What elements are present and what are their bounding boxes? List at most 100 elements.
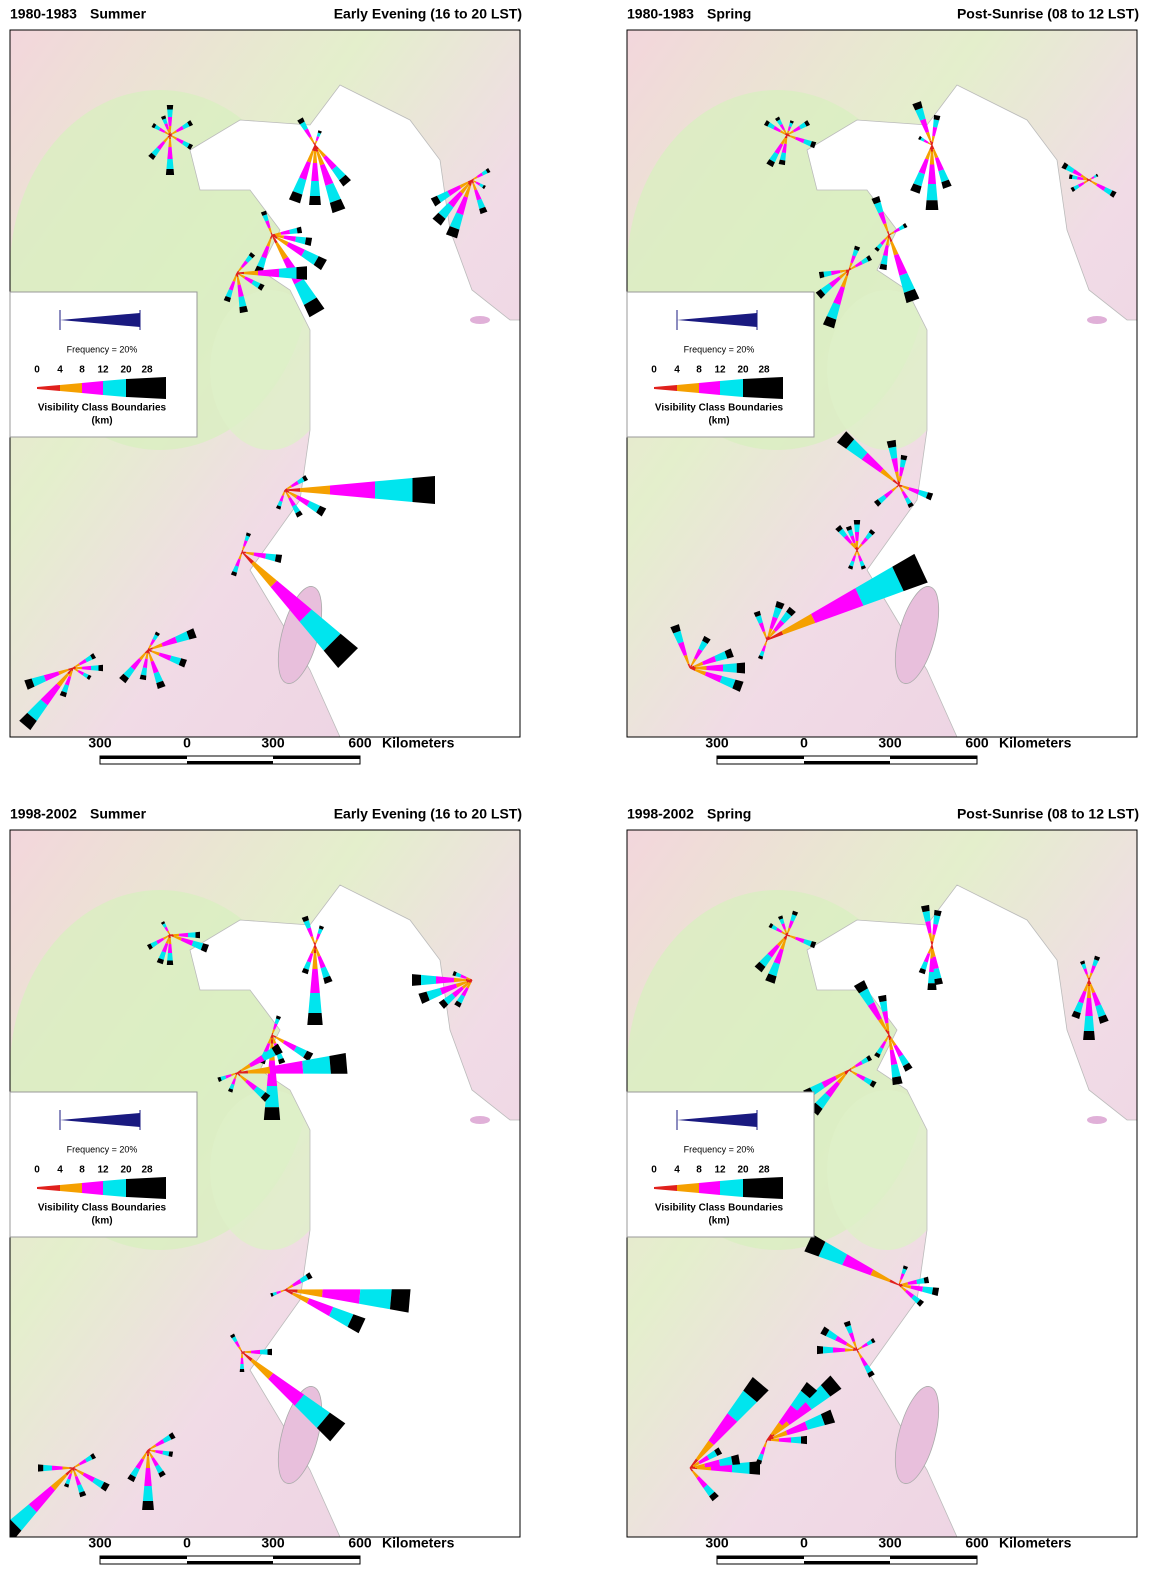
class-tick: 28 [141, 365, 153, 376]
legend-title: Visibility Class Boundaries [38, 1203, 167, 1214]
rose-spoke [268, 1349, 273, 1355]
scale-tick: 0 [183, 735, 191, 751]
rose-spoke [927, 184, 938, 200]
class-swatch [82, 1181, 103, 1195]
scale-seg [100, 1556, 187, 1559]
legend-unit: (km) [91, 1216, 112, 1227]
class-tick: 0 [34, 1165, 40, 1176]
scale-tick: 300 [88, 735, 112, 751]
rose-spoke [310, 181, 320, 196]
legend-frequency: Frequency = 20% [67, 1144, 138, 1154]
scale-seg [273, 1556, 360, 1559]
panel-period: 1998-2002 [10, 806, 77, 822]
legend: Frequency = 20%048122028Visibility Class… [10, 1092, 197, 1237]
class-tick: 4 [57, 365, 63, 376]
scale-tick: 600 [348, 735, 372, 751]
scale-seg [890, 1556, 977, 1559]
panel-season: Summer [90, 806, 147, 822]
scale-tick: 300 [705, 735, 729, 751]
rose-spoke [823, 1346, 833, 1353]
rose-spoke [241, 1354, 243, 1358]
rose-spoke [1083, 1031, 1095, 1040]
rose-spoke [142, 1501, 154, 1510]
rose-spoke [412, 974, 421, 986]
class-tick: 28 [758, 365, 770, 376]
rose-spoke [329, 1053, 347, 1074]
class-tick: 12 [97, 1165, 109, 1176]
scale-unit: Kilometers [999, 1535, 1072, 1551]
class-tick: 4 [674, 1165, 680, 1176]
rose-spoke [43, 1465, 52, 1471]
island [470, 1116, 490, 1124]
panel: 1980-1983SummerEarly Evening (16 to 20 L… [10, 6, 522, 764]
rose-spoke [421, 975, 436, 985]
rose-spoke [390, 1289, 411, 1312]
scale-seg [890, 756, 977, 759]
rose-spoke [413, 476, 436, 504]
class-tick: 8 [79, 1165, 85, 1176]
scale-seg [717, 1556, 804, 1559]
legend-title: Visibility Class Boundaries [38, 403, 167, 414]
rose-spoke [38, 1464, 43, 1471]
legend-unit: (km) [708, 1216, 729, 1227]
class-swatch [126, 1177, 166, 1199]
rose-spoke [241, 1352, 242, 1354]
panel: 1980-1983 Spring Post-Sunrise (08 to 12 LS… [627, 6, 1139, 764]
panel-time: Early Evening (16 to 20 LST) [334, 806, 522, 822]
panel-period: 1980-1983 [627, 6, 694, 22]
panel-season: Summer [90, 6, 147, 22]
scale-tick: 600 [965, 1535, 989, 1551]
rose-spoke [723, 663, 737, 672]
scale-tick: 300 [261, 1535, 285, 1551]
class-tick: 12 [714, 1165, 726, 1176]
island [1087, 316, 1107, 324]
class-tick: 0 [651, 365, 657, 376]
scale-tick: 300 [878, 735, 902, 751]
class-tick: 20 [120, 1165, 132, 1176]
panel-time: Post-Sunrise (08 to 12 LST) [957, 806, 1139, 822]
legend-frequency: Frequency = 20% [67, 344, 138, 354]
legend-frequency: Frequency = 20% [684, 1144, 755, 1154]
rose-spoke [166, 169, 174, 175]
rose-spoke [817, 1346, 823, 1354]
rose-spoke [196, 932, 201, 938]
panel-season: Spring [707, 6, 751, 22]
scale-seg [187, 761, 273, 764]
rose-spoke [240, 1364, 244, 1369]
scale-tick: 600 [348, 1535, 372, 1551]
legend: Frequency = 20%048122028Visibility Class… [627, 1092, 814, 1237]
scale-unit: Kilometers [382, 1535, 455, 1551]
rose-spoke [307, 1013, 322, 1025]
class-swatch [103, 379, 126, 397]
class-tick: 4 [57, 1165, 63, 1176]
class-swatch [743, 1177, 783, 1199]
rose-spoke [240, 1358, 243, 1364]
scale-tick: 0 [800, 1535, 808, 1551]
scale-tick: 300 [878, 1535, 902, 1551]
rose-spoke [260, 1349, 268, 1355]
panel-time: Post-Sunrise (08 to 12 LST) [957, 6, 1139, 22]
legend-title: Visibility Class Boundaries [655, 403, 784, 414]
legend-frequency: Frequency = 20% [684, 344, 755, 354]
class-tick: 12 [97, 365, 109, 376]
rose-spoke [91, 665, 99, 671]
class-swatch [720, 379, 743, 397]
rose-spoke [750, 1461, 761, 1475]
scale-tick: 300 [261, 735, 285, 751]
class-tick: 20 [737, 1165, 749, 1176]
class-tick: 8 [79, 365, 85, 376]
panel-period: 1980-1983 [10, 6, 77, 22]
legend: Frequency = 20%048122028Visibility Class… [10, 292, 197, 437]
scale-tick: 0 [800, 735, 808, 751]
class-swatch [699, 1181, 720, 1195]
scale-seg [100, 756, 187, 759]
rose-spoke [167, 105, 173, 110]
class-swatch [720, 1179, 743, 1197]
scale-tick: 300 [705, 1535, 729, 1551]
class-tick: 12 [714, 365, 726, 376]
legend-unit: (km) [708, 416, 729, 427]
class-swatch [82, 381, 103, 395]
class-tick: 20 [737, 365, 749, 376]
rose-spoke [1084, 1016, 1094, 1031]
scale-tick: 600 [965, 735, 989, 751]
